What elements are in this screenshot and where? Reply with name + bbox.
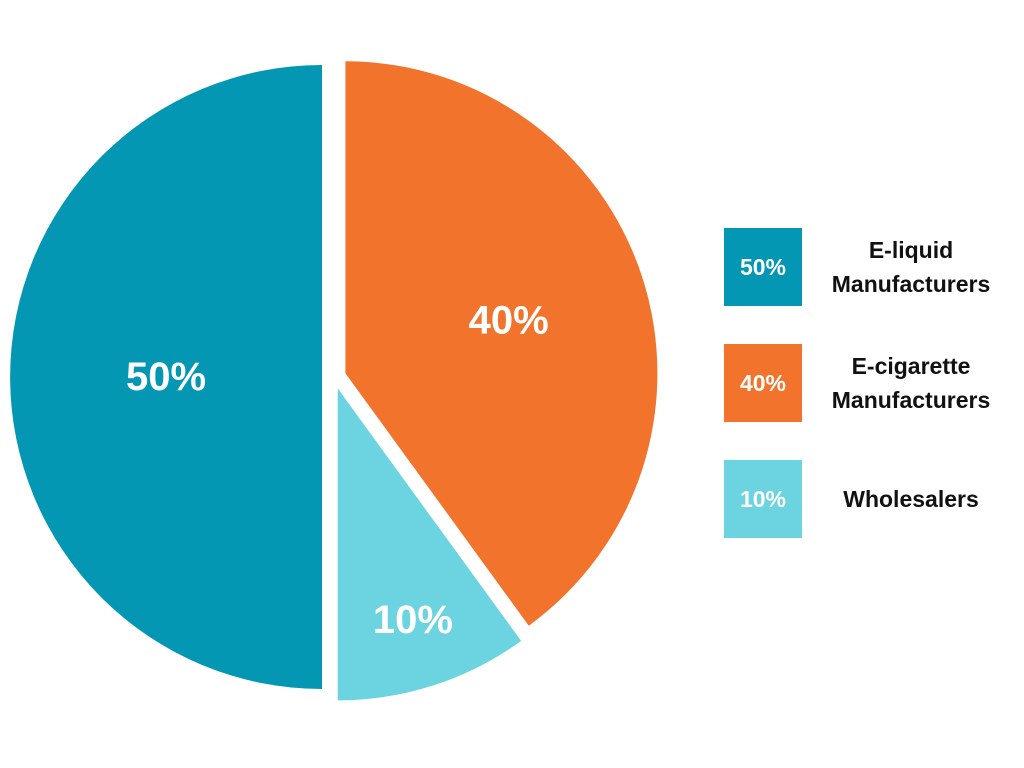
pie-slice-e-liquid	[10, 65, 322, 689]
legend-label-e-cigarette: E-cigarette Manufacturers	[831, 352, 991, 414]
pie-chart: 50% 40% 10%	[10, 61, 658, 701]
slice-label-e-liquid: 50%	[126, 355, 206, 399]
legend-swatch-e-liquid: 50%	[724, 228, 802, 306]
legend-label-e-liquid: E-liquid Manufacturers	[831, 236, 991, 298]
legend-label-wholesalers: Wholesalers	[843, 485, 979, 512]
slice-label-e-cigarette: 40%	[469, 298, 549, 342]
legend: 50% E-liquid Manufacturers 40% E-cigaret…	[724, 228, 1014, 576]
pie-slice-wholesalers	[337, 388, 522, 701]
legend-item-e-cigarette: 40% E-cigarette Manufacturers	[724, 344, 1014, 422]
legend-swatch-e-cigarette: 40%	[724, 344, 802, 422]
pie-slice-e-cigarette	[345, 61, 658, 626]
legend-item-wholesalers: 10% Wholesalers	[724, 460, 1014, 538]
slice-label-wholesalers: 10%	[373, 598, 453, 642]
legend-item-e-liquid: 50% E-liquid Manufacturers	[724, 228, 1014, 306]
legend-swatch-wholesalers: 10%	[724, 460, 802, 538]
